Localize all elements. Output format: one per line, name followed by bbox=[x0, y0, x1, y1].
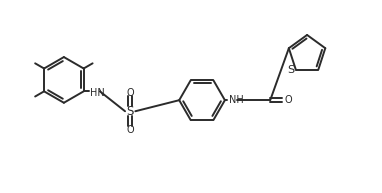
Text: O: O bbox=[126, 88, 134, 98]
Text: O: O bbox=[285, 95, 293, 105]
Text: HN: HN bbox=[90, 88, 105, 98]
Text: NH: NH bbox=[228, 95, 243, 105]
Text: S: S bbox=[287, 65, 294, 75]
Text: O: O bbox=[126, 125, 134, 135]
Text: S: S bbox=[126, 105, 134, 118]
